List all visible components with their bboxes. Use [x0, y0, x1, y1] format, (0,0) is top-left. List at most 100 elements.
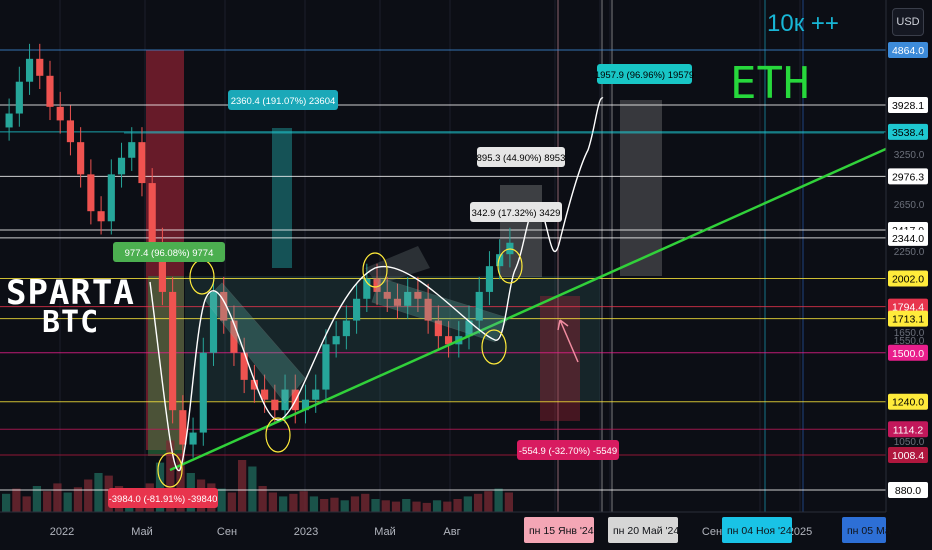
measurement-labels[interactable]: 977.4 (96.08%) 9774 2360.4 (191.07%) 2360…: [108, 64, 694, 508]
date-badge-text: пн 05 Ма: [847, 525, 891, 537]
measurement-label[interactable]: 1957.9 (96.96%) 19579: [595, 64, 694, 84]
target-zone-2: [620, 100, 662, 276]
target-zone-1: [500, 185, 542, 277]
candle-body: [15, 81, 23, 114]
candle-body: [342, 320, 350, 337]
measurement-label[interactable]: 342.9 (17.32%) 3429: [470, 202, 562, 222]
measurement-label-text: 342.9 (17.32%) 3429: [472, 208, 561, 219]
candle-body: [199, 352, 207, 433]
pivot-circle: [497, 248, 523, 284]
candle-body: [465, 320, 473, 337]
candle-body: [46, 75, 54, 107]
pink-arrow: [557, 319, 579, 363]
price-axis-badge: [888, 421, 928, 438]
volume-bar: [309, 496, 319, 512]
candle-body: [393, 298, 402, 306]
candle-body: [138, 142, 146, 184]
volume-bar: [473, 493, 483, 512]
bar-projection-zone: [272, 128, 292, 268]
date-badge[interactable]: пн 05 Ма: [842, 517, 891, 543]
time-axis-label: Сен: [217, 526, 237, 538]
price-axis-tick: 2650.0: [894, 200, 925, 211]
candle-body: [434, 320, 442, 337]
time-axis: 2022 Май Сен 2023 Май Авг Сен 2025 пн 15 Янв '24…: [0, 511, 891, 550]
candle-body: [66, 120, 75, 143]
volume-bar: [43, 491, 52, 512]
candle-body: [496, 254, 504, 267]
price-axis-badge-text: 2976.3: [892, 171, 924, 183]
candle-body: [240, 352, 248, 380]
gridlines: [59, 0, 804, 512]
date-badge[interactable]: пн 20 Май '24: [608, 517, 679, 543]
horizontal-levels[interactable]: [0, 49, 886, 491]
drawing-overlays[interactable]: [124, 97, 889, 488]
measurement-label[interactable]: 2360.4 (191.07%) 23604: [228, 90, 338, 110]
volume-bar: [176, 453, 185, 512]
volume-bar: [22, 496, 31, 512]
price-axis-tick: 3250.0: [894, 150, 925, 161]
measurement-label-bg: [108, 488, 218, 508]
measurement-label-bg: [113, 242, 225, 262]
volume-bar: [320, 499, 329, 512]
volume-bar: [443, 501, 452, 512]
candle-body: [189, 432, 197, 445]
price-axis-badge-text: 1713.1: [892, 314, 924, 326]
price-axis-badge-text: 1114.2: [893, 424, 924, 436]
price-axis-badge: [888, 168, 928, 185]
volume-bar: [166, 440, 175, 512]
measurement-label[interactable]: -3984.0 (-81.91%) -39840: [108, 488, 218, 508]
volume-bar: [350, 496, 360, 512]
candle-body: [322, 344, 330, 390]
volume-bar: [432, 500, 442, 512]
candle-body: [87, 174, 95, 212]
price-axis-badge: [888, 393, 928, 410]
candle-body: [209, 291, 218, 353]
candle-body: [169, 291, 177, 411]
date-badge[interactable]: пн 04 Ноя '24: [722, 517, 792, 543]
time-axis-label: 2025: [788, 526, 812, 538]
candle-body: [250, 379, 258, 390]
volume-bar: [155, 462, 165, 512]
price-axis-badge: [888, 270, 928, 287]
time-axis-label: Май: [131, 526, 153, 538]
pivot-circle: [157, 452, 183, 488]
price-axis-badge-text: 1240.0: [892, 397, 924, 409]
measurement-label[interactable]: 977.4 (96.08%) 9774: [113, 242, 225, 262]
date-badge[interactable]: пн 15 Янв '24: [524, 517, 594, 543]
candle-body: [179, 410, 187, 445]
measurement-label-text: -3984.0 (-81.91%) -39840: [109, 494, 218, 505]
price-axis-badge-text: 4864.0: [892, 45, 924, 57]
measurement-label[interactable]: -554.9 (-32.70%) -5549: [517, 440, 619, 460]
candle-body: [148, 183, 156, 243]
time-axis-label: Май: [374, 526, 396, 538]
price-axis-tick: 2250.0: [894, 247, 925, 258]
price-axis-badge: [888, 310, 928, 327]
candle-body: [220, 291, 228, 321]
candle-body: [230, 320, 238, 353]
candle-body: [56, 106, 64, 121]
price-axis-tick: 1550.0: [894, 336, 925, 347]
price-axis-badge-text: 3538.4: [892, 127, 924, 139]
price-axis-badge-text: 1500.0: [892, 348, 924, 360]
measurement-label[interactable]: 895.3 (44.90%) 8953: [477, 147, 566, 167]
currency-button[interactable]: USD: [892, 8, 924, 36]
candle-body: [424, 298, 432, 321]
candle-body: [475, 291, 483, 321]
volume-bar: [422, 502, 431, 512]
candle-body: [261, 389, 269, 400]
candle-body: [77, 142, 85, 175]
volume-bar: [453, 499, 462, 512]
price-axis-badge-text: 3928.1: [892, 100, 924, 112]
date-badge-text: пн 20 Май '24: [613, 525, 679, 537]
pivot-circle: [362, 252, 388, 288]
volume-bar: [84, 479, 93, 512]
candle-body: [25, 58, 34, 82]
date-badge-bg: [842, 517, 886, 543]
measurement-label-bg: [228, 90, 338, 110]
date-badge-text: пн 15 Янв '24: [529, 525, 594, 537]
price-axis-badge-text: 880.0: [895, 485, 921, 497]
eth-label: ETH: [730, 58, 810, 109]
candle-body: [363, 278, 371, 299]
candle-body: [158, 242, 166, 292]
